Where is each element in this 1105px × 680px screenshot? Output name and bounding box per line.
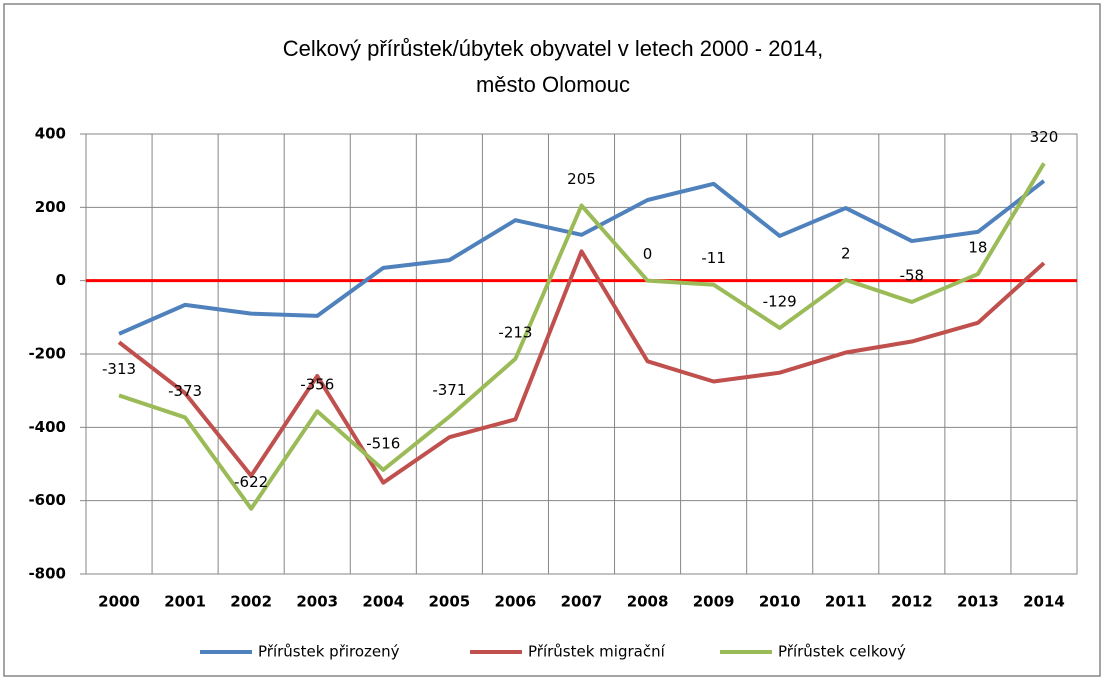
legend-label: Přírůstek celkový	[778, 643, 906, 661]
y-tick-label: -800	[28, 565, 66, 583]
series-line	[118, 179, 1046, 336]
x-tick-label: 2010	[759, 593, 801, 611]
y-tick-label: 200	[35, 198, 66, 216]
series-line	[118, 162, 1046, 511]
x-tick-label: 2014	[1023, 593, 1065, 611]
x-tick-label: 2003	[296, 593, 338, 611]
data-label: -58	[900, 266, 925, 284]
y-tick-label: -200	[28, 345, 66, 363]
data-label: 18	[968, 239, 987, 257]
y-tick-label: -600	[28, 491, 66, 509]
data-label: -129	[763, 292, 797, 310]
y-tick-label: 0	[56, 271, 66, 289]
x-tick-label: 2009	[693, 593, 735, 611]
data-label: 320	[1030, 128, 1059, 146]
x-tick-label: 2000	[98, 593, 140, 611]
chart-frame	[3, 3, 1101, 677]
legend-label: Přírůstek přirozený	[258, 643, 400, 661]
series-line	[117, 249, 1046, 485]
data-label: 205	[567, 170, 596, 188]
data-label: -516	[366, 434, 400, 452]
x-tick-label: 2011	[825, 593, 867, 611]
x-tick-label: 2004	[362, 593, 404, 611]
x-tick-label: 2007	[561, 593, 603, 611]
x-tick-label: 2001	[164, 593, 206, 611]
x-tick-label: 2005	[428, 593, 470, 611]
x-tick-label: 2012	[891, 593, 933, 611]
data-label: -373	[168, 382, 202, 400]
data-label: -622	[234, 473, 268, 491]
chart-title: Celkový přírůstek/úbytek obyvatel v lete…	[283, 36, 824, 61]
x-tick-label: 2013	[957, 593, 999, 611]
data-label: 0	[643, 245, 653, 263]
x-tick-label: 2006	[495, 593, 537, 611]
data-label: -371	[432, 381, 466, 399]
x-tick-label: 2008	[627, 593, 669, 611]
data-label: -11	[701, 249, 726, 267]
data-label: -313	[102, 360, 136, 378]
data-label: -213	[498, 323, 532, 341]
x-tick-label: 2002	[230, 593, 272, 611]
chart-subtitle: město Olomouc	[476, 72, 630, 97]
data-label: 2	[841, 244, 851, 262]
y-tick-label: 400	[35, 125, 66, 143]
data-label: -356	[300, 376, 334, 394]
y-tick-label: -400	[28, 418, 66, 436]
legend-label: Přírůstek migrační	[528, 643, 666, 661]
